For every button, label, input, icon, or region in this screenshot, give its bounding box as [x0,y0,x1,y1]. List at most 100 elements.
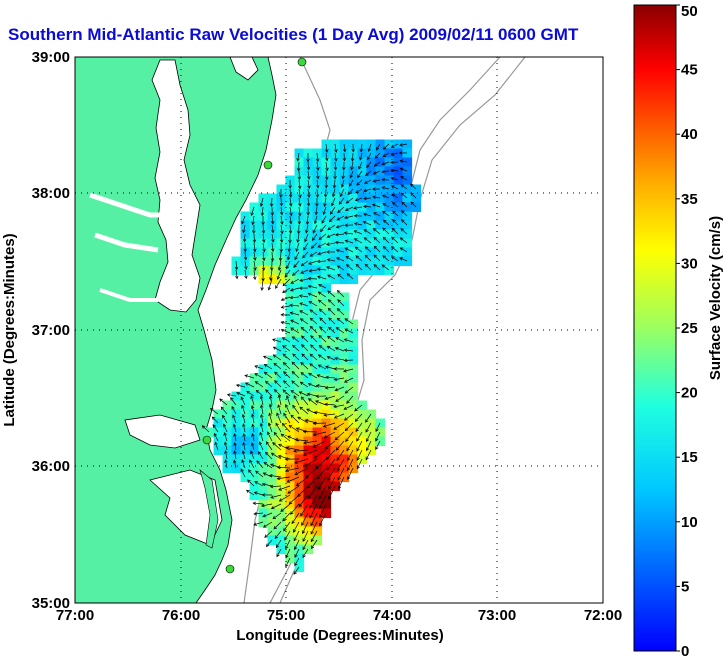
velocity-cell [285,265,296,276]
velocity-arrow [271,503,282,509]
velocity-arrowhead [317,299,322,303]
velocity-cell [312,310,323,321]
velocity-arrow [335,386,345,391]
velocity-arrowhead [209,408,214,412]
velocity-cell [321,436,332,447]
velocity-arrowhead [325,365,329,369]
velocity-arrowhead [292,404,296,409]
velocity-arrowhead [276,476,281,481]
velocity-cell [330,454,341,465]
velocity-arrow [307,170,310,180]
velocity-arrowhead [337,467,341,472]
velocity-cell [375,139,386,150]
velocity-cell [312,409,323,420]
velocity-arrowhead [365,419,369,423]
velocity-arrowhead [263,462,268,466]
velocity-arrowhead [326,355,331,360]
velocity-cell [213,436,224,447]
velocity-arrowhead [329,211,334,215]
velocity-cell [294,238,305,249]
velocity-arrowhead [326,258,331,262]
velocity-cell [339,337,350,348]
velocity-arrow [382,203,390,208]
velocity-arrow [344,338,354,343]
velocity-arrow [306,215,309,225]
velocity-arrow [295,242,300,252]
velocity-arrow [373,220,381,226]
velocity-arrowhead [304,463,308,467]
velocity-cell [357,418,368,429]
velocity-arrow [382,227,390,235]
velocity-arrowhead [255,470,259,474]
velocity-arrow [254,365,264,370]
velocity-arrowhead [260,287,264,291]
velocity-cell [402,220,413,231]
velocity-arrow [256,390,264,397]
velocity-cell [393,166,404,177]
velocity-cell [348,220,359,231]
velocity-arrowhead [297,185,302,190]
velocity-cell [366,139,377,150]
velocity-arrow [372,204,381,208]
velocity-arrowhead [392,210,396,215]
velocity-arrow [335,347,345,352]
velocity-arrowhead [253,512,257,516]
velocity-arrow [344,413,354,421]
velocity-arrow [354,404,363,412]
velocity-arrow [318,335,327,343]
velocity-arrowhead [285,468,289,473]
velocity-arrowhead [280,508,284,512]
velocity-arrow [382,152,390,157]
velocity-arrowhead [288,230,293,234]
velocity-arrowhead [214,441,218,446]
velocity-arrowhead [375,146,380,151]
velocity-arrowhead [244,374,249,378]
velocity-arrowhead [355,263,360,268]
velocity-cell [294,247,305,258]
velocity-arrow [327,290,336,298]
velocity-cell [384,175,395,186]
velocity-arrowhead [381,161,386,166]
velocity-arrow [330,206,336,215]
velocity-cell [240,418,251,429]
velocity-arrowhead [231,405,235,410]
velocity-arrowhead [343,379,348,383]
velocity-arrow [316,170,319,179]
velocity-arrow [297,152,300,161]
velocity-arrowhead [268,412,272,417]
velocity-cell [339,400,350,411]
velocity-arrowhead [270,505,275,510]
velocity-cell [240,211,251,222]
velocity-arrowhead [243,256,248,261]
velocity-cell [402,238,413,249]
velocity-arrow [300,362,309,370]
velocity-cell [402,202,413,213]
velocity-arrow [292,269,300,276]
velocity-cell [375,211,386,222]
velocity-cell [222,400,233,411]
velocity-arrow [335,241,345,244]
velocity-arrowhead [262,514,267,518]
velocity-cell [339,418,350,429]
velocity-arrowhead [337,476,341,481]
velocity-arrowhead [309,325,314,330]
velocity-arrowhead [291,520,295,525]
velocity-arrow [251,405,255,415]
velocity-cell [330,400,341,411]
velocity-arrow [281,296,291,301]
velocity-arrowhead [283,412,287,417]
velocity-arrowhead [299,278,303,282]
velocity-arrow [343,143,346,152]
velocity-cell [285,463,296,474]
velocity-cell [321,346,332,357]
velocity-arrow [337,299,345,307]
velocity-arrowhead [308,495,312,499]
velocity-arrowhead [224,459,228,463]
velocity-cell [258,481,269,492]
velocity-cell [285,301,296,312]
velocity-arrow [373,254,381,262]
velocity-arrowhead [344,427,349,432]
velocity-cell [357,229,368,240]
velocity-arrowhead [347,476,351,480]
velocity-cell [348,409,359,420]
